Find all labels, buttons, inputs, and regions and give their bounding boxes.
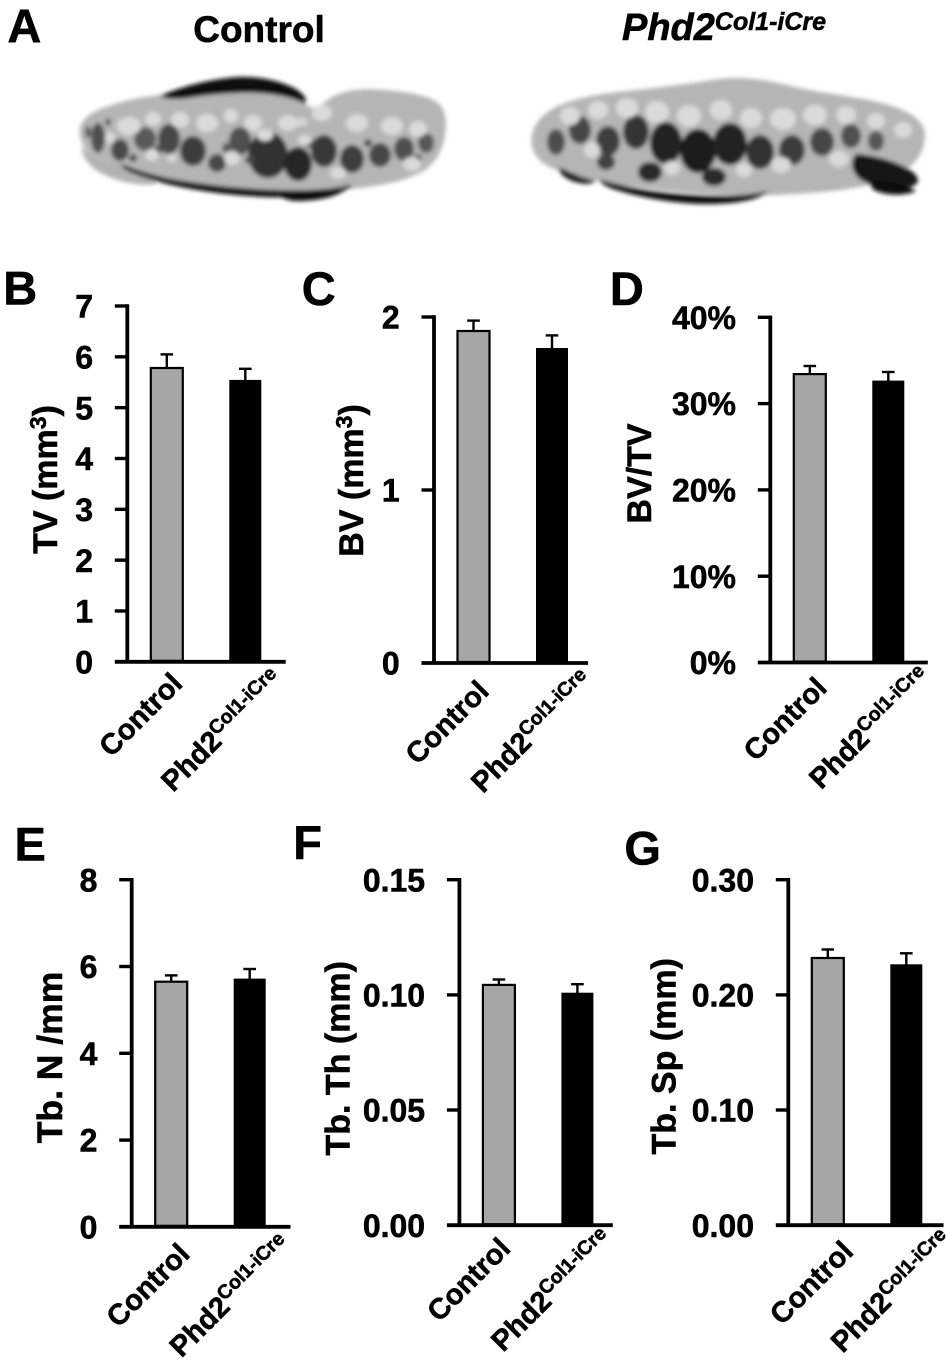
svg-text:2: 2 (75, 543, 93, 579)
svg-text:Tb. Th (mm): Tb. Th (mm) (320, 961, 358, 1156)
svg-text:0: 0 (80, 1210, 98, 1246)
svg-text:6: 6 (75, 339, 93, 375)
svg-text:7: 7 (75, 289, 93, 325)
svg-text:Control: Control (193, 9, 325, 50)
svg-text:20%: 20% (672, 473, 736, 509)
svg-text:0: 0 (382, 646, 400, 682)
svg-text:4: 4 (80, 1036, 98, 1072)
svg-text:0.30: 0.30 (692, 862, 754, 898)
svg-text:1: 1 (382, 473, 400, 509)
svg-text:TV (mm3): TV (mm3) (25, 405, 65, 554)
svg-text:10%: 10% (672, 559, 736, 595)
svg-text:C: C (302, 262, 336, 315)
svg-text:0.20: 0.20 (692, 978, 754, 1014)
svg-text:0.15: 0.15 (363, 862, 425, 898)
svg-text:5: 5 (75, 390, 93, 426)
svg-text:0: 0 (75, 644, 93, 680)
svg-text:0%: 0% (690, 645, 736, 681)
svg-text:0.05: 0.05 (363, 1093, 425, 1129)
svg-text:Phd2Col1-iCre: Phd2Col1-iCre (622, 7, 826, 49)
svg-text:A: A (7, 0, 41, 53)
svg-text:40%: 40% (672, 300, 736, 336)
svg-text:0.00: 0.00 (692, 1208, 754, 1244)
svg-text:BV (mm3): BV (mm3) (331, 404, 371, 557)
svg-text:3: 3 (75, 492, 93, 528)
svg-text:1: 1 (75, 594, 93, 630)
svg-text:BV/TV: BV/TV (621, 423, 659, 523)
svg-text:D: D (610, 262, 644, 315)
svg-text:G: G (624, 821, 661, 874)
svg-text:0.00: 0.00 (363, 1208, 425, 1244)
svg-text:E: E (15, 817, 46, 870)
svg-text:F: F (293, 816, 322, 869)
svg-text:0.10: 0.10 (692, 1093, 754, 1129)
svg-text:2: 2 (382, 300, 400, 336)
svg-text:B: B (3, 262, 37, 315)
svg-text:0.10: 0.10 (363, 978, 425, 1014)
svg-text:6: 6 (80, 949, 98, 985)
svg-text:4: 4 (75, 441, 93, 477)
svg-text:30%: 30% (672, 386, 736, 422)
svg-text:8: 8 (80, 862, 98, 898)
svg-text:Tb. Sp (mm): Tb. Sp (mm) (646, 958, 684, 1154)
svg-text:Tb. N /mm: Tb. N /mm (30, 972, 70, 1144)
svg-text:2: 2 (80, 1123, 98, 1159)
